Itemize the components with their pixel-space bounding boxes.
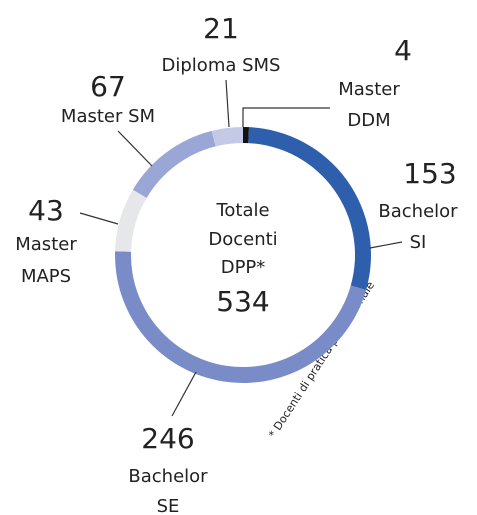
center-label: Docenti xyxy=(208,229,277,250)
leader-line xyxy=(225,79,230,128)
segment-value: 21 xyxy=(203,12,239,45)
donut-segment xyxy=(211,127,243,147)
center-total: 534 xyxy=(216,285,269,318)
leader-line xyxy=(171,371,197,417)
segment-label: MAPS xyxy=(21,266,71,287)
segment-value: 43 xyxy=(28,194,64,227)
segment-label: SE xyxy=(157,496,180,515)
leader-line xyxy=(369,241,403,249)
leader-line xyxy=(117,130,153,167)
segment-label: Bachelor xyxy=(378,201,458,222)
leader-line xyxy=(242,107,330,127)
segment-label: Master SM xyxy=(61,106,155,127)
segment-value: 67 xyxy=(90,70,126,103)
segment-label: Diploma SMS xyxy=(162,55,281,76)
donut-segment xyxy=(132,130,216,198)
donut-segment xyxy=(243,127,250,144)
segment-value: 246 xyxy=(141,422,194,455)
donut-segment xyxy=(115,251,367,383)
segment-label: Bachelor xyxy=(128,466,208,487)
center-label: Totale xyxy=(215,200,269,221)
center-label: DPP* xyxy=(221,257,266,278)
leader-line xyxy=(79,212,119,225)
segment-label: DDM xyxy=(347,110,390,131)
segment-label: Master xyxy=(338,79,400,100)
segment-value: 4 xyxy=(394,34,412,67)
segment-label: Master xyxy=(15,234,77,255)
segment-label: SI xyxy=(410,232,427,253)
donut-segment xyxy=(115,189,147,252)
segment-value: 153 xyxy=(403,157,456,190)
donut-segment xyxy=(248,127,371,290)
